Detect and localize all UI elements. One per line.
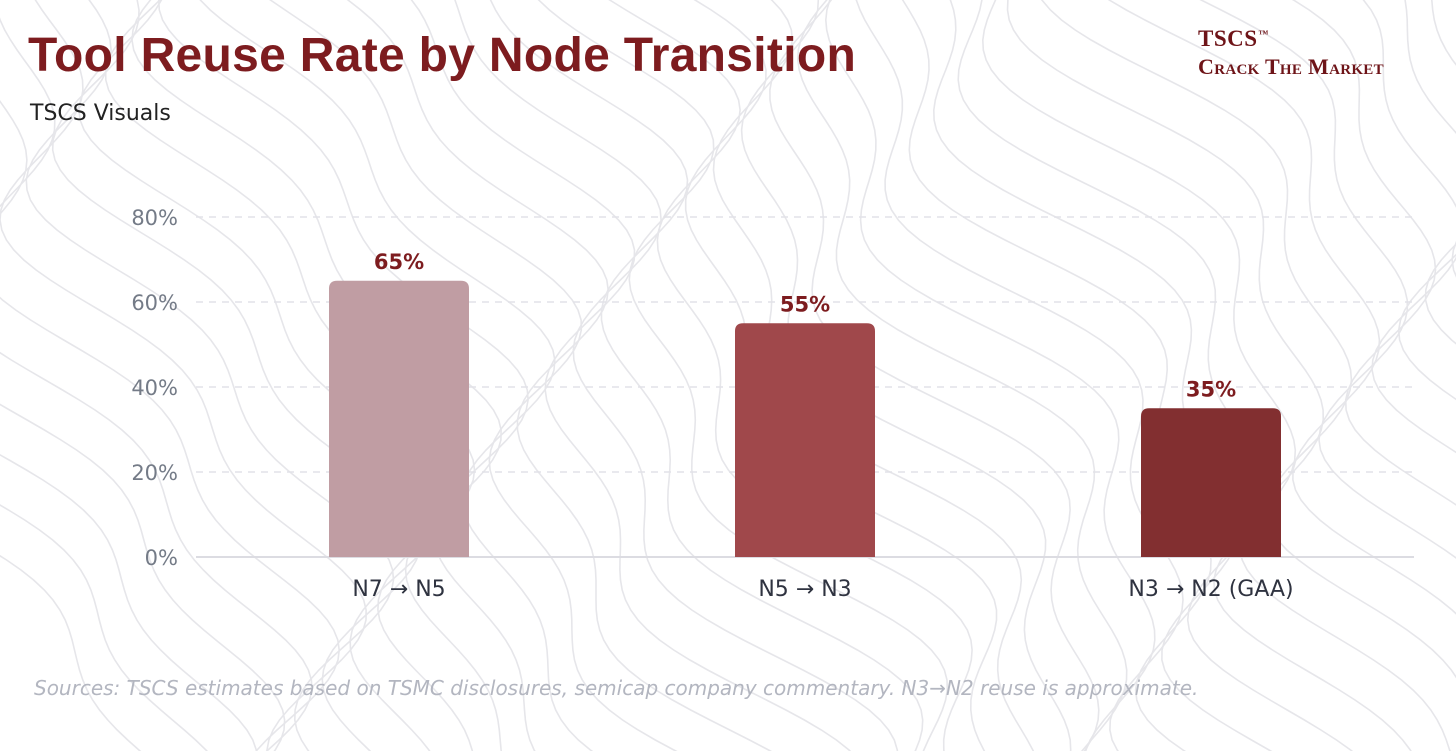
contour-line xyxy=(1397,0,1456,401)
value-labels: 65% 55% 35% xyxy=(374,250,1236,402)
contour-line xyxy=(608,0,973,751)
brand-tagline: Crack The Market xyxy=(1198,54,1384,79)
contour-line xyxy=(1199,0,1456,559)
contour-line xyxy=(1040,0,1456,679)
bar xyxy=(1141,408,1281,557)
chart-subtitle: TSCS Visuals xyxy=(30,101,171,126)
contour-line xyxy=(78,0,449,751)
contour-line xyxy=(901,0,1212,751)
source-note: Sources: TSCS estimates based on TSMC di… xyxy=(34,676,1199,700)
contour-line xyxy=(0,17,341,751)
x-category-label: N5 → N3 xyxy=(758,577,851,602)
contour-line xyxy=(1107,0,1456,615)
contour-line xyxy=(269,0,678,751)
x-category-label: N7 → N5 xyxy=(352,577,445,602)
contour-line xyxy=(1362,0,1456,454)
contour-line xyxy=(410,0,852,751)
contour-line xyxy=(957,0,1354,751)
chart-title: Tool Reuse Rate by Node Transition xyxy=(28,29,857,82)
contour-line xyxy=(0,0,367,751)
brand-name: TSCS xyxy=(1198,26,1258,51)
y-tick-label: 40% xyxy=(131,376,178,400)
bar-value-label: 35% xyxy=(1186,377,1236,401)
bar xyxy=(735,323,875,557)
contour-line xyxy=(1291,0,1456,506)
x-axis-labels: N7 → N5 N5 → N3 N3 → N2 (GAA) xyxy=(352,577,1293,602)
contour-line xyxy=(824,0,1156,751)
bar xyxy=(329,280,469,557)
bar-value-label: 55% xyxy=(780,292,830,316)
contour-line xyxy=(0,504,208,751)
contour-line xyxy=(981,0,1412,751)
contour-line xyxy=(0,100,313,751)
contour-line xyxy=(1006,0,1451,751)
y-axis-ticks: 0% 20% 40% 60% 80% xyxy=(131,206,178,570)
contour-line xyxy=(932,0,1273,751)
contour-line xyxy=(0,453,258,751)
x-category-label: N3 → N2 (GAA) xyxy=(1128,577,1293,602)
y-tick-label: 60% xyxy=(131,291,178,315)
brand-logo: TSCS™ Crack The Market xyxy=(1198,26,1384,80)
y-tick-label: 20% xyxy=(131,461,178,485)
contour-line xyxy=(157,0,536,751)
contour-line xyxy=(796,0,1128,751)
contour-line xyxy=(51,0,422,751)
contour-line xyxy=(346,0,773,751)
trademark-symbol: ™ xyxy=(1258,29,1270,41)
contour-line xyxy=(0,554,142,751)
contour-line xyxy=(489,0,924,751)
contour-line xyxy=(537,0,949,751)
contour-line xyxy=(769,0,1100,751)
contour-line xyxy=(454,0,899,751)
bar-value-label: 65% xyxy=(374,250,424,274)
brand-name-line: TSCS™ xyxy=(1198,26,1384,52)
bars xyxy=(329,280,1281,557)
contour-line xyxy=(25,0,395,751)
y-tick-label: 0% xyxy=(145,546,178,570)
contour-line xyxy=(0,403,286,751)
y-tick-label: 80% xyxy=(131,206,178,230)
contour-line xyxy=(855,0,1184,751)
